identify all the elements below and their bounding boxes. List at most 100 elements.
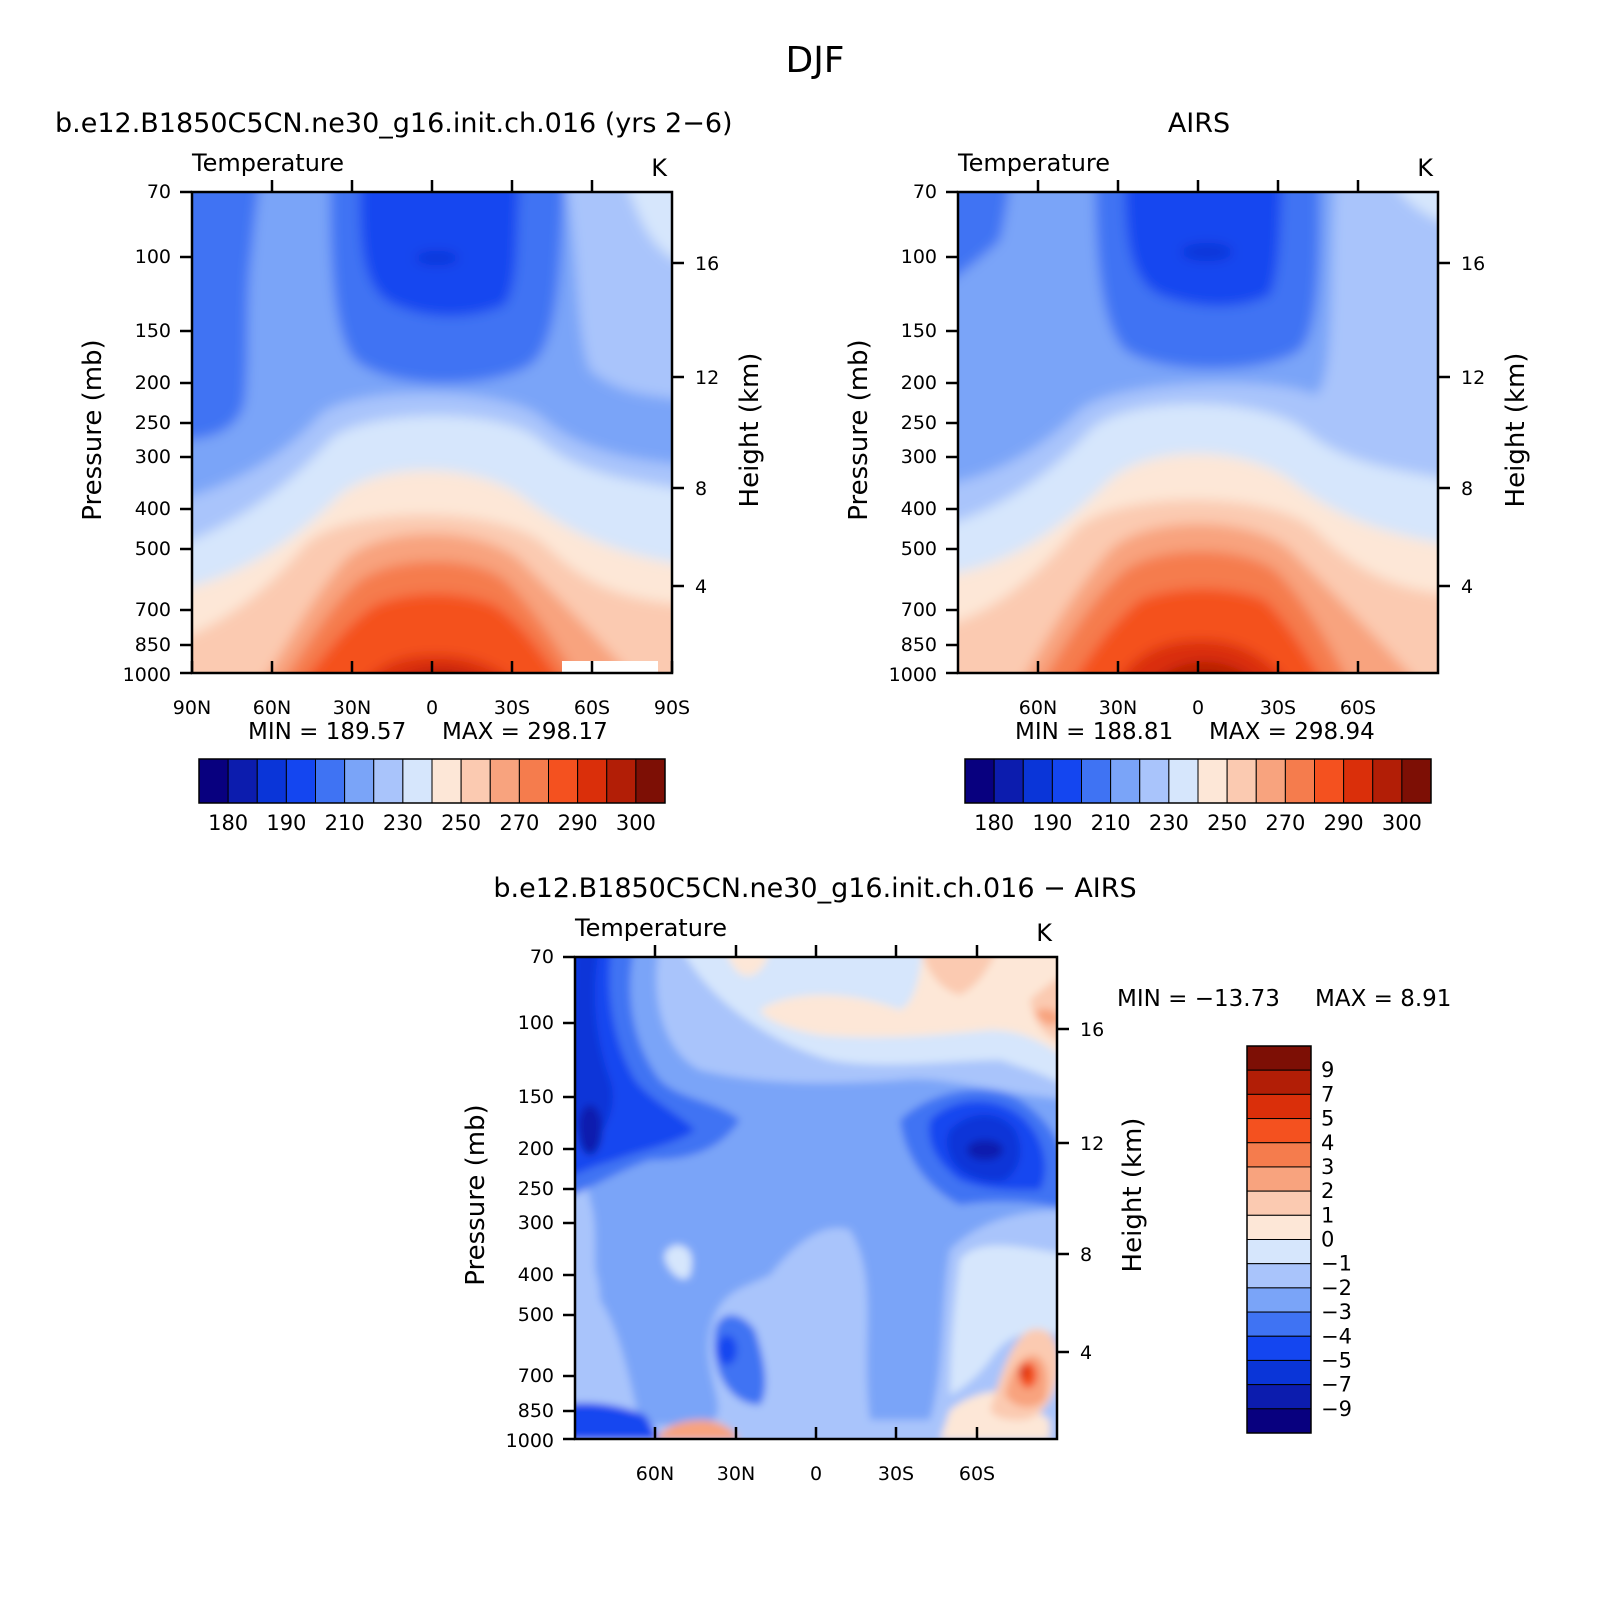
obs-units: K	[1417, 154, 1434, 182]
diff-y-tick-label: 500	[518, 1304, 554, 1326]
diff-band-7-se	[1019, 1366, 1029, 1378]
colorbar-label: 5	[1321, 1107, 1334, 1131]
colorbar-swatch	[1246, 1166, 1312, 1192]
diff-band-minus2-left	[575, 1234, 630, 1425]
colorbar-swatch	[256, 758, 287, 804]
model-band-290	[373, 655, 503, 673]
diff-x-tick-label: 60N	[636, 1463, 674, 1485]
obs-band-200-west	[958, 192, 1009, 276]
colorbar-label: 270	[499, 811, 539, 835]
obs-y2-tick-label: 12	[1461, 367, 1485, 389]
colorbar-swatch	[1246, 1408, 1312, 1434]
obs-x-tick-labels: 60N 30N 0 30S 60S	[1019, 697, 1376, 719]
obs-title: AIRS	[1168, 108, 1230, 139]
obs-y-tick-label: 250	[901, 412, 937, 434]
diff-contour-field	[575, 957, 1057, 1439]
colorbar-swatch	[431, 758, 462, 804]
model-x-tick-label: 90N	[173, 697, 211, 719]
model-band-280	[309, 593, 556, 673]
colorbar-swatch	[1372, 758, 1403, 804]
colorbar-swatch	[1246, 1118, 1312, 1144]
colorbar-label: 210	[1091, 811, 1131, 835]
obs-y2label: Height (km)	[1501, 353, 1531, 508]
model-y-tick-label: 200	[135, 372, 171, 394]
colorbar-swatch	[548, 758, 579, 804]
diff-x-ticks	[653, 945, 979, 1439]
model-y-tick-label: 250	[135, 412, 171, 434]
model-y-tick-label: 70	[147, 181, 171, 203]
obs-y-tick-label: 500	[901, 538, 937, 560]
obs-colorbar: 180 190 210 230 250 270 290 300	[964, 758, 1432, 835]
model-x-tick-label: 60N	[253, 697, 291, 719]
diff-band-minus1-south	[950, 1245, 1057, 1395]
model-x-tick-label: 0	[426, 697, 438, 719]
model-title: b.e12.B1850C5CN.ne30_g16.init.ch.016 (yr…	[55, 108, 733, 139]
obs-band-185	[1181, 243, 1233, 261]
obs-panel: AIRS Temperature K	[844, 108, 1531, 835]
colorbar-label: −4	[1321, 1324, 1352, 1348]
model-x-ticks	[190, 180, 674, 673]
model-y2-tick-label: 12	[695, 367, 719, 389]
model-x-tick-label: 90S	[654, 697, 690, 719]
model-y2-tick-label: 4	[695, 576, 707, 598]
model-band-cold-east	[567, 192, 672, 399]
diff-band-minus7-west	[575, 957, 613, 1150]
diff-y-tick-label: 850	[518, 1400, 554, 1422]
colorbar-swatch	[1246, 1190, 1312, 1216]
colorbar-label: 250	[1207, 811, 1247, 835]
colorbar-swatch	[373, 758, 404, 804]
colorbar-label: 180	[974, 811, 1014, 835]
model-band-polar-cap	[629, 192, 672, 258]
obs-y2-tick-labels: 16 12 8 4	[1461, 253, 1485, 598]
colorbar-label: −9	[1321, 1397, 1352, 1421]
colorbar-label: 300	[1382, 811, 1422, 835]
colorbar-swatch	[606, 758, 637, 804]
colorbar-label: 7	[1321, 1082, 1334, 1106]
diff-title: b.e12.B1850C5CN.ne30_g16.init.ch.016 − A…	[493, 873, 1136, 904]
colorbar-label: 3	[1321, 1155, 1334, 1179]
diff-band-minus5-surface	[575, 1403, 660, 1439]
colorbar-label: −7	[1321, 1373, 1352, 1397]
model-x-tick-label: 30S	[494, 697, 530, 719]
colorbar-swatch	[1197, 758, 1228, 804]
model-x-tick-label: 30N	[333, 697, 371, 719]
page-title: DJF	[785, 40, 844, 81]
diff-y-tick-label: 300	[518, 1212, 554, 1234]
diff-band-3-surface	[655, 1420, 740, 1439]
colorbar-swatch	[1246, 1359, 1312, 1386]
obs-y-tick-label: 70	[913, 181, 937, 203]
obs-y2-ticks	[1438, 261, 1450, 588]
obs-y-tick-label: 200	[901, 372, 937, 394]
colorbar-label: −5	[1321, 1348, 1352, 1372]
model-min-label: MIN = 189.57	[248, 719, 406, 745]
diff-max-label: MAX = 8.91	[1315, 986, 1451, 1012]
diff-x-tick-label: 60S	[959, 1463, 995, 1485]
colorbar-swatch	[198, 758, 229, 804]
colorbar-label: 1	[1321, 1203, 1334, 1227]
model-y-tick-label: 850	[135, 634, 171, 656]
model-y-tick-label: 700	[135, 599, 171, 621]
model-y-tick-label: 1000	[123, 664, 171, 686]
colorbar-swatch	[635, 758, 666, 804]
colorbar-label: 250	[441, 811, 481, 835]
colorbar-frame	[964, 758, 1432, 804]
model-contour-field	[192, 192, 672, 673]
colorbar-label: 230	[383, 811, 423, 835]
colorbar-label: 0	[1321, 1228, 1334, 1252]
model-x-tick-label: 60S	[574, 697, 610, 719]
model-y-tick-label: 400	[135, 498, 171, 520]
model-y-ticks	[180, 190, 192, 675]
colorbar-swatch	[344, 758, 375, 804]
colorbar-label: 4	[1321, 1131, 1334, 1155]
diff-band-minus3-mid	[575, 957, 1057, 1425]
obs-max-label: MAX = 298.94	[1209, 719, 1375, 745]
model-band-190	[360, 192, 520, 317]
diff-y-tick-label: 200	[518, 1138, 554, 1160]
model-ylabel: Pressure (mb)	[78, 339, 108, 520]
diff-units: K	[1036, 919, 1053, 947]
colorbar-swatch	[1022, 758, 1053, 804]
colorbar-swatch	[1246, 1384, 1312, 1410]
obs-band-polar-cap	[1399, 192, 1438, 221]
obs-y-tick-label: 150	[901, 320, 937, 342]
